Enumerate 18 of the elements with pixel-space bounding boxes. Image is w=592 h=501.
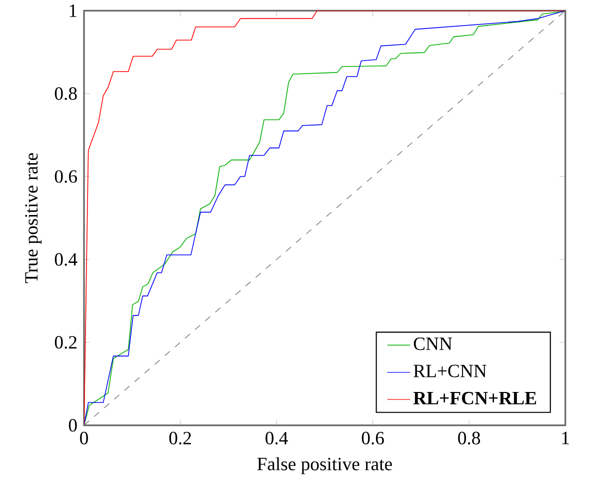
x-tick-label: 0.2 xyxy=(169,432,191,444)
x-tick-label: 0 xyxy=(80,432,88,444)
y-tick-label: 0.6 xyxy=(54,170,77,183)
x-tick-label: 1 xyxy=(562,432,569,444)
x-tick-label: 0.4 xyxy=(266,432,288,444)
y-tick-label: 0.2 xyxy=(54,336,76,349)
y-tick-label: 0.8 xyxy=(54,87,77,100)
y-axis-title: True positive rate xyxy=(25,152,42,284)
legend-label: RL+CNN xyxy=(414,364,486,378)
y-tick-label: 1 xyxy=(70,4,76,17)
legend-label: CNN xyxy=(414,337,452,350)
x-tick-label: 0.6 xyxy=(362,432,384,444)
legend-label: RL+FCN+RLE xyxy=(413,392,536,404)
x-tick-label: 0.8 xyxy=(458,432,480,444)
y-tick-label: 0 xyxy=(68,418,77,432)
line-series xyxy=(84,10,566,426)
y-tick-label: 0.4 xyxy=(54,252,78,266)
x-axis-title: False positive rate xyxy=(257,457,392,474)
